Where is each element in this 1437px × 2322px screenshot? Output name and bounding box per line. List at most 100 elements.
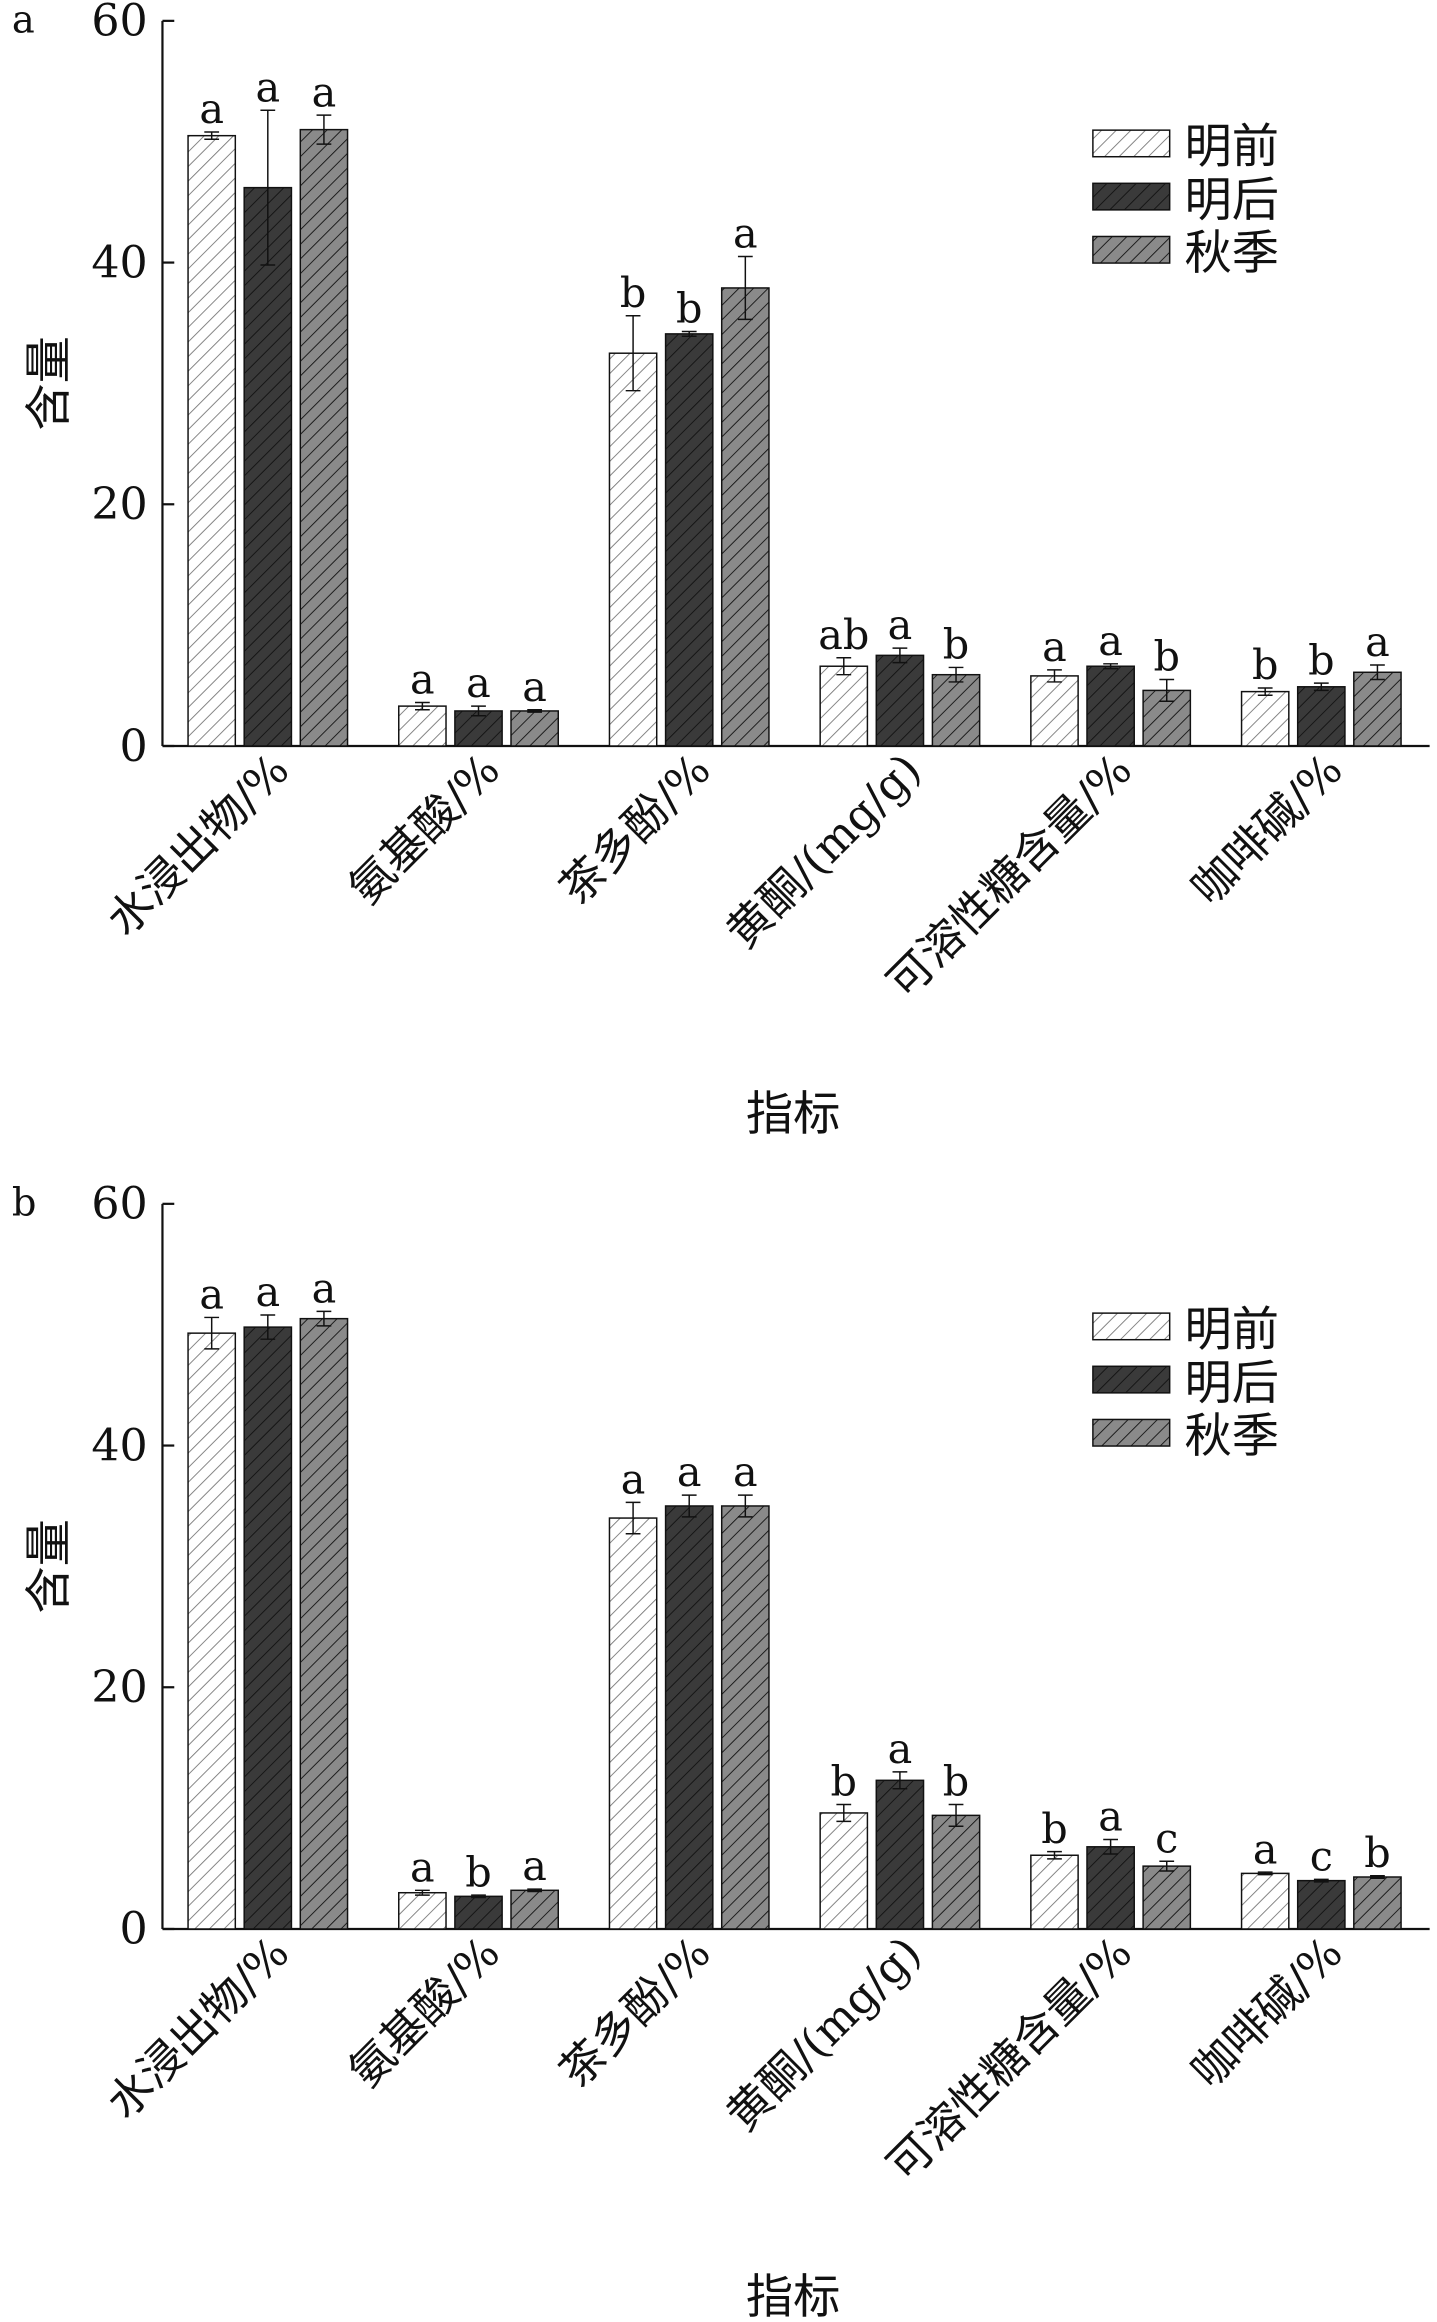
bar: [1353, 1876, 1402, 1930]
error-bar: [625, 1501, 641, 1535]
bar: [299, 1317, 349, 1930]
bar: [510, 1889, 559, 1930]
bar: [1142, 1865, 1192, 1930]
significance-label: a: [733, 1448, 758, 1496]
significance-label: b: [943, 621, 969, 669]
y-tick-label: 20: [91, 1662, 147, 1713]
error-bar: [1103, 663, 1118, 670]
legend-swatch: [1092, 182, 1171, 211]
error-bar: [260, 1314, 276, 1340]
y-tick-label: 40: [91, 237, 147, 288]
bar: [1030, 675, 1079, 747]
significance-label: b: [465, 1848, 491, 1896]
error-bar: [1257, 1871, 1273, 1876]
significance-label: a: [1365, 618, 1390, 666]
significance-label: b: [1364, 1829, 1390, 1877]
error-bar: [948, 1803, 964, 1827]
y-axis-label: 含量: [22, 1519, 77, 1614]
significance-label: a: [410, 656, 435, 704]
significance-label: b: [943, 1758, 969, 1806]
error-bar: [1159, 1860, 1175, 1872]
bar: [243, 1326, 293, 1930]
legend-label: 明前: [1184, 1303, 1279, 1358]
bar: [1240, 1872, 1290, 1930]
error-bar: [1047, 669, 1062, 683]
x-tick-label: 咖啡碱/%: [1182, 744, 1352, 914]
error-bar: [1257, 687, 1273, 696]
bar: [454, 710, 503, 747]
x-tick-label: 茶多酚/%: [550, 1927, 720, 2097]
error-bar: [892, 1771, 908, 1790]
error-bar: [1103, 1838, 1118, 1855]
y-tick-label: 40: [91, 1420, 147, 1471]
y-axis-label: 含量: [22, 336, 77, 431]
error-bar: [625, 315, 641, 392]
bar: [243, 186, 293, 747]
x-axis-label: 指标: [746, 1087, 841, 1142]
significance-label: a: [1098, 617, 1123, 665]
error-bar: [316, 114, 332, 145]
significance-label: a: [410, 1843, 435, 1891]
bar: [187, 134, 237, 747]
x-tick-label: 茶多酚/%: [550, 744, 720, 914]
significance-label: a: [255, 1268, 280, 1316]
bar: [720, 1505, 770, 1930]
significance-label: a: [312, 1265, 337, 1313]
error-bar: [737, 1494, 753, 1518]
significance-label: c: [1155, 1814, 1178, 1862]
significance-label: a: [888, 601, 913, 649]
bar: [664, 1505, 714, 1930]
bar: [608, 1517, 658, 1930]
legend-label: 秋季: [1184, 226, 1279, 281]
bar: [931, 673, 981, 747]
error-bar: [527, 1888, 543, 1893]
error-bar: [948, 666, 964, 683]
legend-swatch: [1092, 1312, 1171, 1341]
significance-label: a: [888, 1725, 913, 1773]
error-bar: [836, 657, 852, 676]
bar: [931, 1814, 981, 1930]
bar: [1086, 665, 1135, 747]
significance-label: ab: [818, 611, 869, 659]
y-tick-label: 0: [120, 721, 148, 772]
x-tick-label: 氨基酸/%: [340, 744, 510, 914]
error-bar: [471, 705, 486, 717]
significance-label: b: [831, 1758, 857, 1806]
bar: [819, 1812, 869, 1930]
error-bar: [1370, 664, 1385, 681]
x-axis-label: 指标: [746, 2270, 841, 2322]
bar: [1296, 686, 1346, 747]
error-bar: [1159, 678, 1175, 703]
legend-swatch: [1092, 235, 1171, 264]
y-tick-label: 60: [91, 0, 147, 47]
significance-label: a: [255, 63, 280, 111]
error-bar: [204, 131, 220, 141]
bar: [398, 1891, 447, 1930]
bar: [664, 333, 714, 747]
x-tick-label: 氨基酸/%: [340, 1927, 510, 2097]
bar: [875, 654, 925, 747]
error-bar: [204, 1316, 220, 1350]
error-bar: [1313, 1878, 1329, 1883]
legend-swatch: [1092, 1365, 1171, 1394]
significance-label: a: [1253, 1825, 1278, 1873]
bar: [454, 1895, 503, 1930]
bar: [875, 1779, 925, 1930]
error-bar: [1313, 682, 1329, 692]
significance-label: a: [733, 210, 758, 258]
error-bar: [471, 1894, 486, 1899]
y-tick-label: 0: [120, 1904, 148, 1955]
error-bar: [892, 647, 908, 664]
panel-label: a: [12, 0, 35, 43]
bar: [510, 710, 559, 747]
significance-label: a: [466, 659, 491, 707]
bar: [819, 665, 869, 747]
legend-swatch: [1092, 1418, 1171, 1447]
significance-label: a: [522, 663, 547, 711]
x-tick-label: 黄酮/(mg/g): [717, 1927, 931, 2141]
bar: [187, 1332, 237, 1930]
legend-label: 明后: [1184, 1356, 1279, 1411]
significance-label: a: [677, 1448, 702, 1496]
bar: [1030, 1854, 1079, 1930]
significance-label: b: [1308, 636, 1334, 684]
